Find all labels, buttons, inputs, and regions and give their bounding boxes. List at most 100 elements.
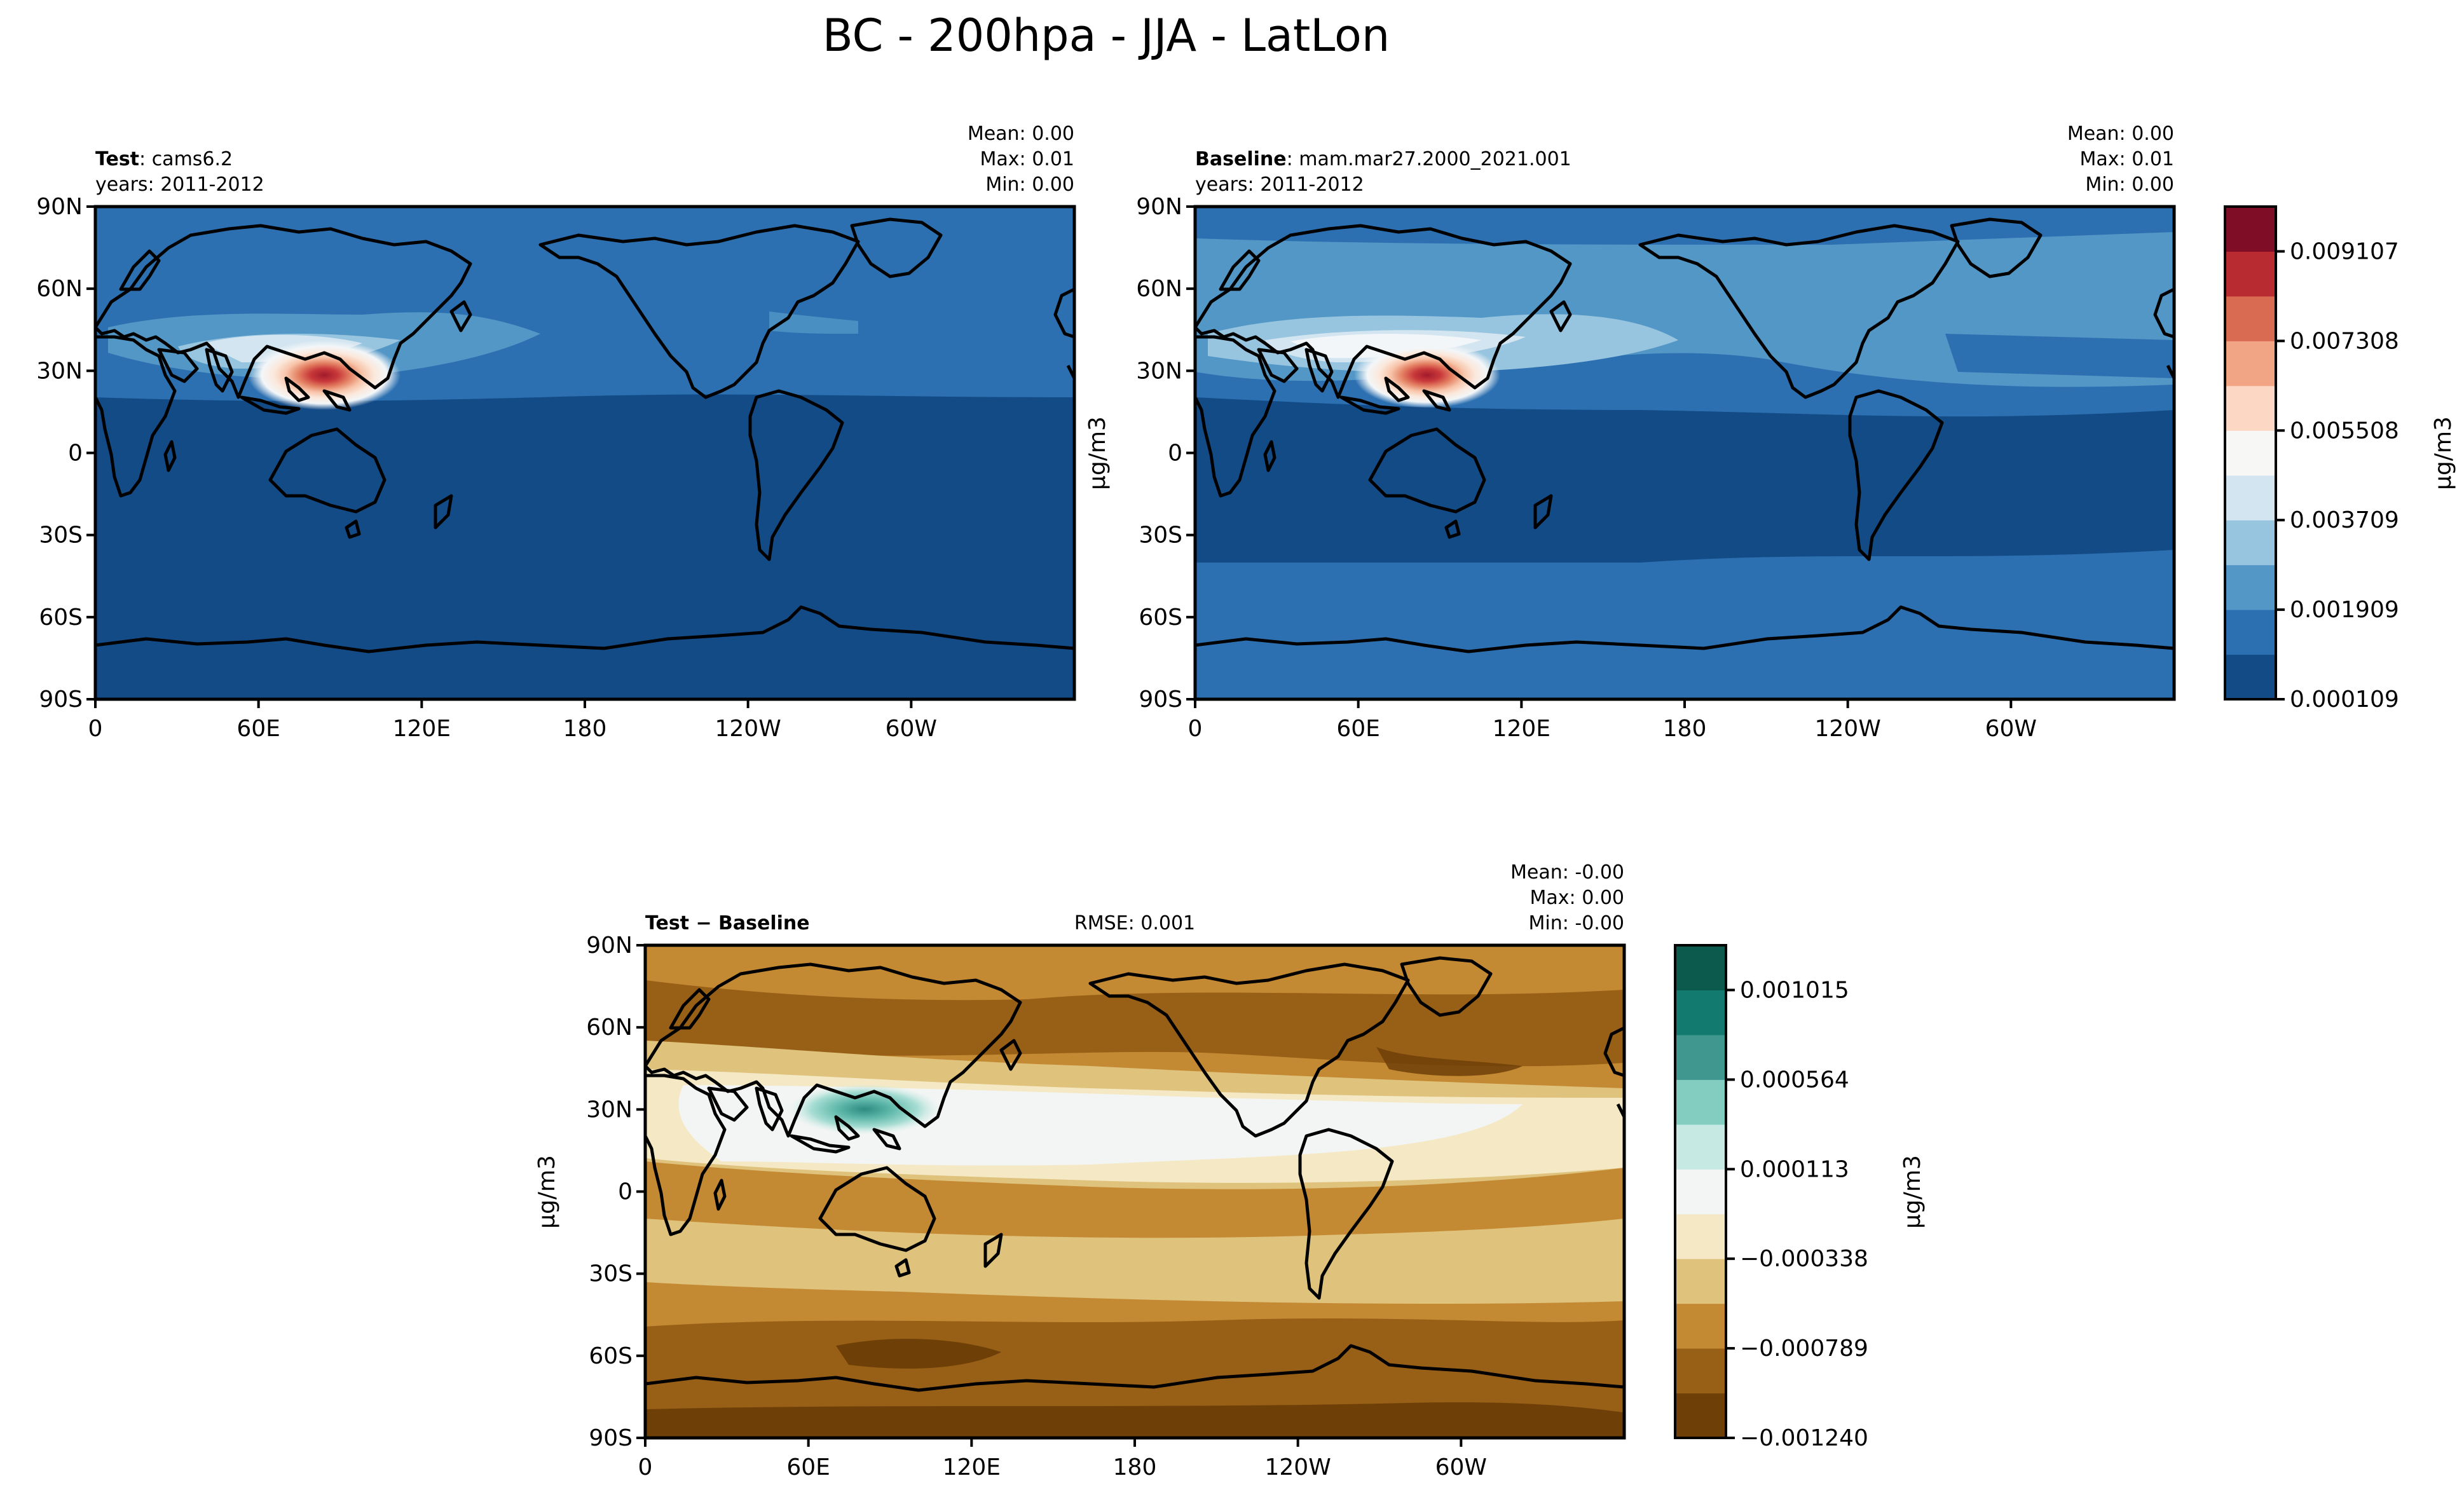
panel-test-mean: Mean: 0.00 xyxy=(968,123,1074,145)
y-tick-label: 0 xyxy=(618,1179,633,1205)
y-tick-label: 60S xyxy=(39,605,83,631)
panel-diff-min: Min: -0.00 xyxy=(1529,912,1625,934)
colorbar-tick-label: −0.001240 xyxy=(1740,1425,1868,1451)
x-tick-label: 180 xyxy=(563,716,607,742)
colorbar-segment xyxy=(1675,1348,1726,1394)
colorbar-segment xyxy=(1675,1079,1726,1125)
y-tick-label: 60S xyxy=(1139,605,1182,631)
x-tick-label: 60W xyxy=(1435,1454,1487,1480)
y-tick-label: 90N xyxy=(1136,194,1182,220)
panel-test-label-bold: Test xyxy=(95,148,139,170)
y-tick-label: 60N xyxy=(1136,276,1182,302)
colorbar-segment xyxy=(1675,1303,1726,1349)
map-baseline xyxy=(1195,207,2174,699)
colorbar-segment xyxy=(1675,1034,1726,1080)
x-tick-label: 60W xyxy=(886,716,937,742)
y-tick-label: 30N xyxy=(586,1097,633,1123)
x-tick-label: 60E xyxy=(786,1454,830,1480)
colorbar-segment xyxy=(2225,475,2276,521)
panel-diff-max: Max: 0.00 xyxy=(1530,887,1624,909)
y-tick-label: 30N xyxy=(1136,358,1182,384)
y-tick-label: 60S xyxy=(589,1343,633,1369)
panel-test-min: Min: 0.00 xyxy=(985,174,1074,196)
colorbar-frame xyxy=(1674,944,1727,1439)
colorbar-tick-label: −0.000789 xyxy=(1740,1336,1868,1362)
y-tick-label: 0 xyxy=(68,441,83,467)
colorbar-segment xyxy=(2225,520,2276,566)
figure-title: BC - 200hpa - JJA - LatLon xyxy=(823,10,1390,62)
colorbar-segment xyxy=(2225,251,2276,297)
x-tick-label: 0 xyxy=(1188,716,1203,742)
colorbar-tick-label: −0.000338 xyxy=(1740,1246,1868,1272)
x-tick-label: 120W xyxy=(715,716,781,742)
x-tick-label: 120W xyxy=(1265,1454,1331,1480)
y-tick-label: 30S xyxy=(39,523,83,549)
colorbar-main-unit: μg/m3 xyxy=(2430,416,2456,490)
colorbar-tick-label: 0.003709 xyxy=(2290,507,2399,533)
colorbar-tick-label: 0.000109 xyxy=(2290,687,2399,713)
panel-baseline-label: Baseline: mam.mar27.2000_2021.001 xyxy=(1195,148,1571,170)
map-diff xyxy=(645,945,1624,1438)
y-tick-label: 90N xyxy=(586,933,633,959)
map-baseline-ylabel: μg/m3 xyxy=(1085,416,1111,490)
y-tick-label: 90S xyxy=(1139,687,1182,713)
y-tick-label: 90N xyxy=(36,194,83,220)
panel-diff-mean: Mean: -0.00 xyxy=(1510,861,1624,884)
panel-baseline-min: Min: 0.00 xyxy=(2085,174,2174,196)
map-test-xaxis: 0 60E 120E 180 120W 60W xyxy=(88,699,937,742)
x-tick-label: 60W xyxy=(1985,716,2037,742)
colorbar-frame xyxy=(2224,205,2277,701)
colorbar-segment xyxy=(1675,945,1726,990)
map-baseline-yaxis: 90N 60N 30N 0 30S 60S 90S xyxy=(1136,194,1195,713)
colorbar-segment xyxy=(2225,430,2276,476)
x-tick-label: 180 xyxy=(1663,716,1707,742)
colorbar-segment xyxy=(1675,1393,1726,1439)
panel-test-label: Test: cams6.2 xyxy=(95,148,233,170)
colorbar-tick-label: 0.001015 xyxy=(1740,977,1849,1003)
colorbar-segment xyxy=(2225,385,2276,431)
map-test-yaxis: 90N 60N 30N 0 30S 60S 90S xyxy=(36,194,95,713)
panel-baseline-mean: Mean: 0.00 xyxy=(2067,123,2174,145)
panel-baseline-label-sep: : xyxy=(1287,148,1299,170)
map-diff-xaxis: 0 60E 120E 180 120W 60W xyxy=(638,1438,1487,1480)
colorbar-diff-unit: μg/m3 xyxy=(1899,1155,1926,1229)
colorbar-segment xyxy=(1675,990,1726,1036)
y-tick-label: 60N xyxy=(36,276,83,302)
panel-test-years: years: 2011-2012 xyxy=(95,174,264,196)
colorbar-main: 0.000109 0.001909 0.003709 0.005508 0.007308… xyxy=(2224,205,2399,713)
hotspot-baseline xyxy=(1354,342,1500,408)
x-tick-label: 120E xyxy=(393,716,451,742)
colorbar-tick-label: 0.009107 xyxy=(2290,238,2399,264)
panel-baseline-max: Max: 0.01 xyxy=(2080,148,2174,170)
x-tick-label: 180 xyxy=(1113,1454,1157,1480)
y-tick-label: 30N xyxy=(36,358,83,384)
colorbar-segment xyxy=(2225,341,2276,386)
colorbar-segment xyxy=(1675,1169,1726,1215)
colorbar-segment xyxy=(2225,654,2276,700)
colorbar-tick-label: 0.000113 xyxy=(1740,1156,1849,1182)
colorbar-tick-label: 0.007308 xyxy=(2290,328,2399,354)
panel-baseline-label-bold: Baseline xyxy=(1195,148,1287,170)
x-tick-label: 120W xyxy=(1815,716,1881,742)
panel-test-max: Max: 0.01 xyxy=(980,148,1074,170)
panel-diff-label: Test − Baseline xyxy=(645,912,810,934)
panel-diff-rmse: RMSE: 0.001 xyxy=(1074,912,1195,934)
panel-baseline-label-value: mam.mar27.2000_2021.001 xyxy=(1299,148,1571,170)
panel-diff: Test − Baseline RMSE: 0.001 Mean: -0.00 … xyxy=(534,861,1626,1480)
panel-test-label-sep: : xyxy=(139,148,152,170)
map-baseline-xaxis: 0 60E 120E 180 120W 60W xyxy=(1188,699,2037,742)
colorbar-segment xyxy=(2225,296,2276,341)
map-diff-yaxis: 90N 60N 30N 0 30S 60S 90S xyxy=(586,933,645,1451)
x-tick-label: 60E xyxy=(1336,716,1380,742)
colorbar-segment xyxy=(1675,1213,1726,1259)
colorbar-segment xyxy=(1675,1124,1726,1170)
x-tick-label: 120E xyxy=(943,1454,1001,1480)
panel-test-label-value: cams6.2 xyxy=(152,148,233,170)
y-tick-label: 30S xyxy=(1139,523,1182,549)
x-tick-label: 60E xyxy=(236,716,280,742)
panel-baseline: Baseline: mam.mar27.2000_2021.001 years:… xyxy=(1085,123,2176,742)
colorbar-tick-label: 0.001909 xyxy=(2290,597,2399,623)
y-tick-label: 90S xyxy=(39,687,83,713)
x-tick-label: 120E xyxy=(1493,716,1550,742)
